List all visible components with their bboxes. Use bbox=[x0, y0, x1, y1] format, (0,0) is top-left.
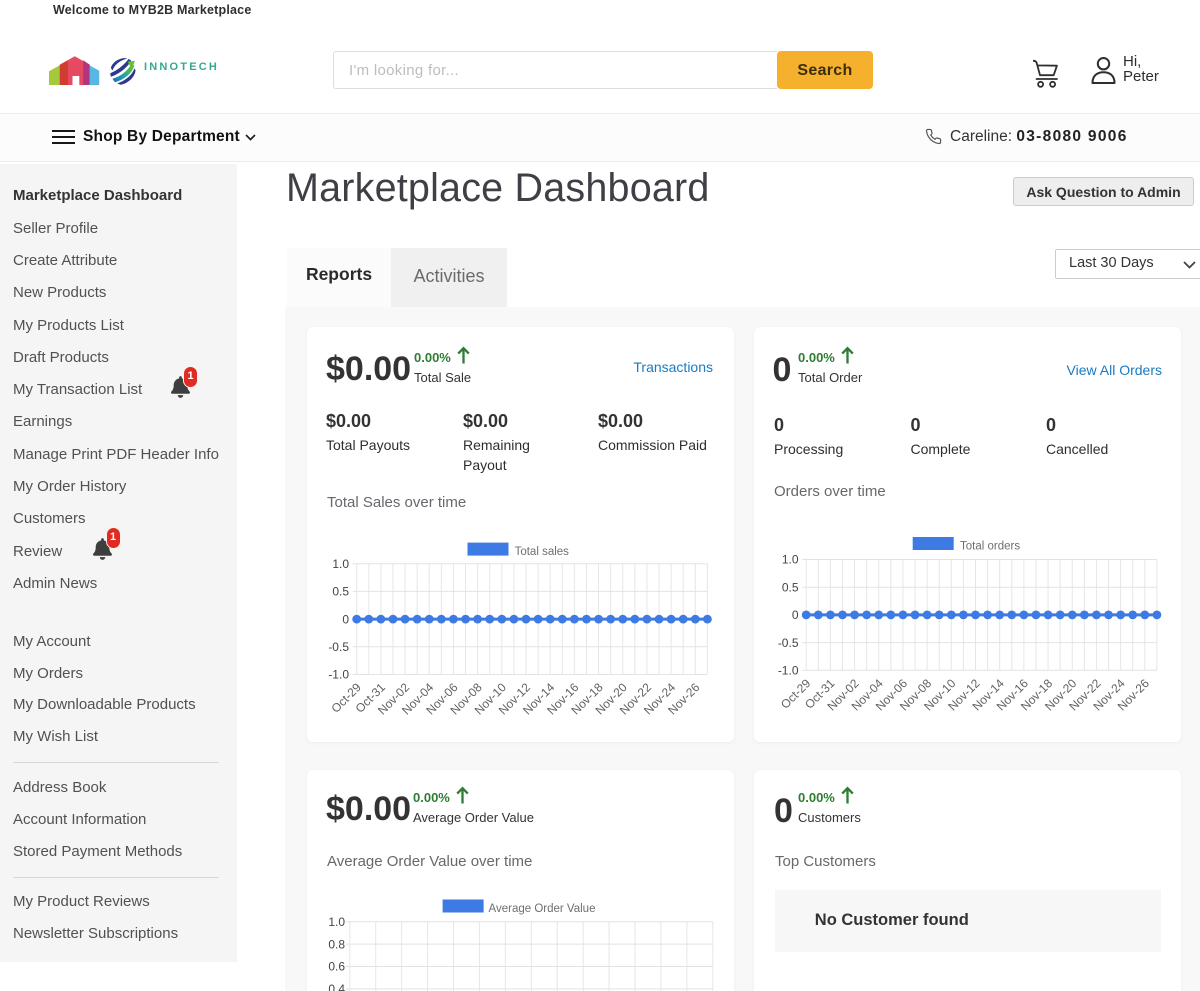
svg-text:-1.0: -1.0 bbox=[778, 664, 799, 678]
svg-text:0.8: 0.8 bbox=[328, 937, 345, 951]
svg-text:-1.0: -1.0 bbox=[328, 668, 349, 682]
svg-text:0: 0 bbox=[792, 608, 799, 622]
svg-text:Average Order Value: Average Order Value bbox=[489, 903, 596, 915]
svg-text:1.0: 1.0 bbox=[332, 557, 349, 571]
svg-text:Total sales: Total sales bbox=[515, 546, 570, 558]
svg-text:0.5: 0.5 bbox=[332, 585, 349, 599]
svg-text:Total orders: Total orders bbox=[960, 541, 1020, 553]
svg-text:1.0: 1.0 bbox=[782, 553, 799, 567]
svg-text:0.4: 0.4 bbox=[328, 982, 345, 991]
svg-text:0.5: 0.5 bbox=[782, 580, 799, 594]
svg-text:-0.5: -0.5 bbox=[778, 636, 799, 650]
svg-text:0.6: 0.6 bbox=[328, 960, 345, 974]
svg-text:1.0: 1.0 bbox=[328, 915, 345, 929]
svg-text:-0.5: -0.5 bbox=[328, 640, 349, 654]
svg-text:0: 0 bbox=[342, 612, 349, 626]
